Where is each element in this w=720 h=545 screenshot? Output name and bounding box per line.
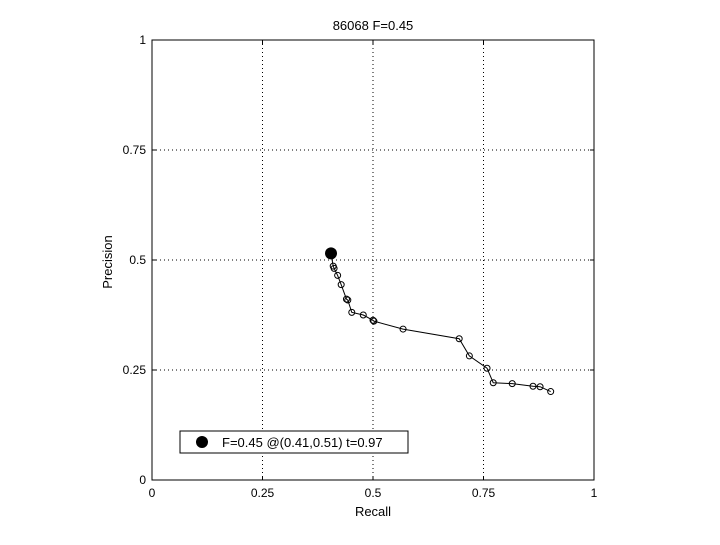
- y-axis-title: Precision: [100, 235, 115, 288]
- x-tick-label: 0.75: [472, 486, 496, 500]
- pr-curve-point: [330, 264, 338, 272]
- y-tick-label: 0: [139, 473, 146, 487]
- pr-curve-point: [369, 316, 377, 324]
- pr-curve-point: [455, 335, 463, 343]
- grid-lines: [152, 40, 594, 480]
- pr-curve-point: [529, 382, 537, 390]
- pr-curve-point: [334, 271, 342, 279]
- x-tick-labels: 0 0.25 0.5 0.75 1: [149, 486, 598, 500]
- pr-curve-point: [399, 325, 407, 333]
- pr-curve-point: [348, 308, 356, 316]
- pr-curve-point: [536, 383, 544, 391]
- pr-curve-point: [547, 388, 555, 396]
- x-tick-label: 1: [591, 486, 598, 500]
- legend-box: [179, 430, 409, 454]
- y-tick-label: 0.5: [129, 253, 146, 267]
- best-f-point: [325, 247, 338, 260]
- y-tick-labels: 0 0.25 0.5 0.75 1: [123, 33, 147, 487]
- x-tick-label: 0: [149, 486, 156, 500]
- legend-marker: [196, 436, 208, 448]
- pr-curve-point: [370, 317, 378, 325]
- pr-curve-point: [508, 380, 516, 388]
- pr-curve-point: [344, 296, 352, 304]
- x-axis-title: Recall: [355, 504, 391, 519]
- series-layer: [325, 247, 555, 396]
- x-tick-label: 0.5: [365, 486, 382, 500]
- y-tick-label: 0.25: [123, 363, 147, 377]
- y-tick-label: 0.75: [123, 143, 147, 157]
- pr-curve-point: [465, 352, 473, 360]
- legend: F=0.45 @(0.41,0.51) t=0.97: [179, 430, 409, 454]
- x-tick-label: 0.25: [251, 486, 275, 500]
- pr-curve-point: [359, 311, 367, 319]
- pr-curve-point: [342, 295, 350, 303]
- plot-frame: [151, 39, 595, 481]
- chart-title: 86068 F=0.45: [333, 18, 414, 33]
- pr-curve-point: [337, 281, 345, 289]
- legend-label: F=0.45 @(0.41,0.51) t=0.97: [222, 435, 383, 450]
- pr-curve-point: [483, 364, 491, 372]
- pr-curve-point: [489, 379, 497, 387]
- y-tick-label: 1: [139, 33, 146, 47]
